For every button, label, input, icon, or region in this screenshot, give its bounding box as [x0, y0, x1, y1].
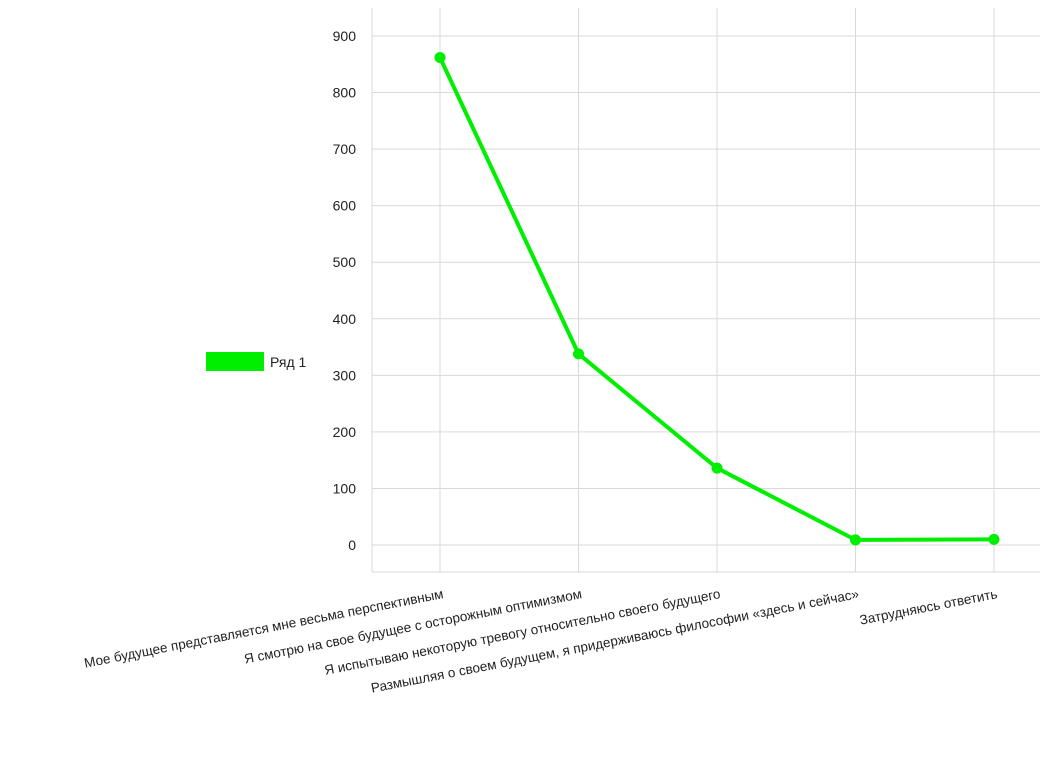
data-point	[988, 533, 1000, 545]
legend-swatch	[206, 352, 264, 371]
legend: Ряд 1	[206, 352, 307, 371]
y-tick-label: 300	[333, 367, 357, 383]
y-tick-label: 800	[333, 85, 357, 101]
data-point	[434, 51, 446, 63]
y-tick-label: 400	[333, 311, 357, 327]
data-point	[711, 462, 723, 474]
data-point	[573, 348, 584, 360]
series-group	[434, 51, 1000, 546]
y-tick-label: 900	[333, 28, 357, 44]
grid-lines	[371, 8, 1040, 573]
y-tick-label: 600	[333, 198, 357, 214]
y-tick-label: 200	[333, 424, 357, 440]
legend-label: Ряд 1	[270, 354, 307, 370]
y-tick-label: 500	[333, 254, 357, 270]
y-tick-label: 700	[333, 141, 357, 157]
y-tick-label: 100	[333, 480, 357, 496]
x-axis: Мое будущее представляется мне весьма пе…	[83, 586, 999, 695]
y-axis: 0 100 200 300 400 500 600 700 800 900	[333, 28, 357, 553]
x-tick-label: Затрудняюсь ответить	[858, 586, 998, 627]
y-tick-label: 0	[348, 537, 356, 553]
data-point	[850, 534, 861, 546]
